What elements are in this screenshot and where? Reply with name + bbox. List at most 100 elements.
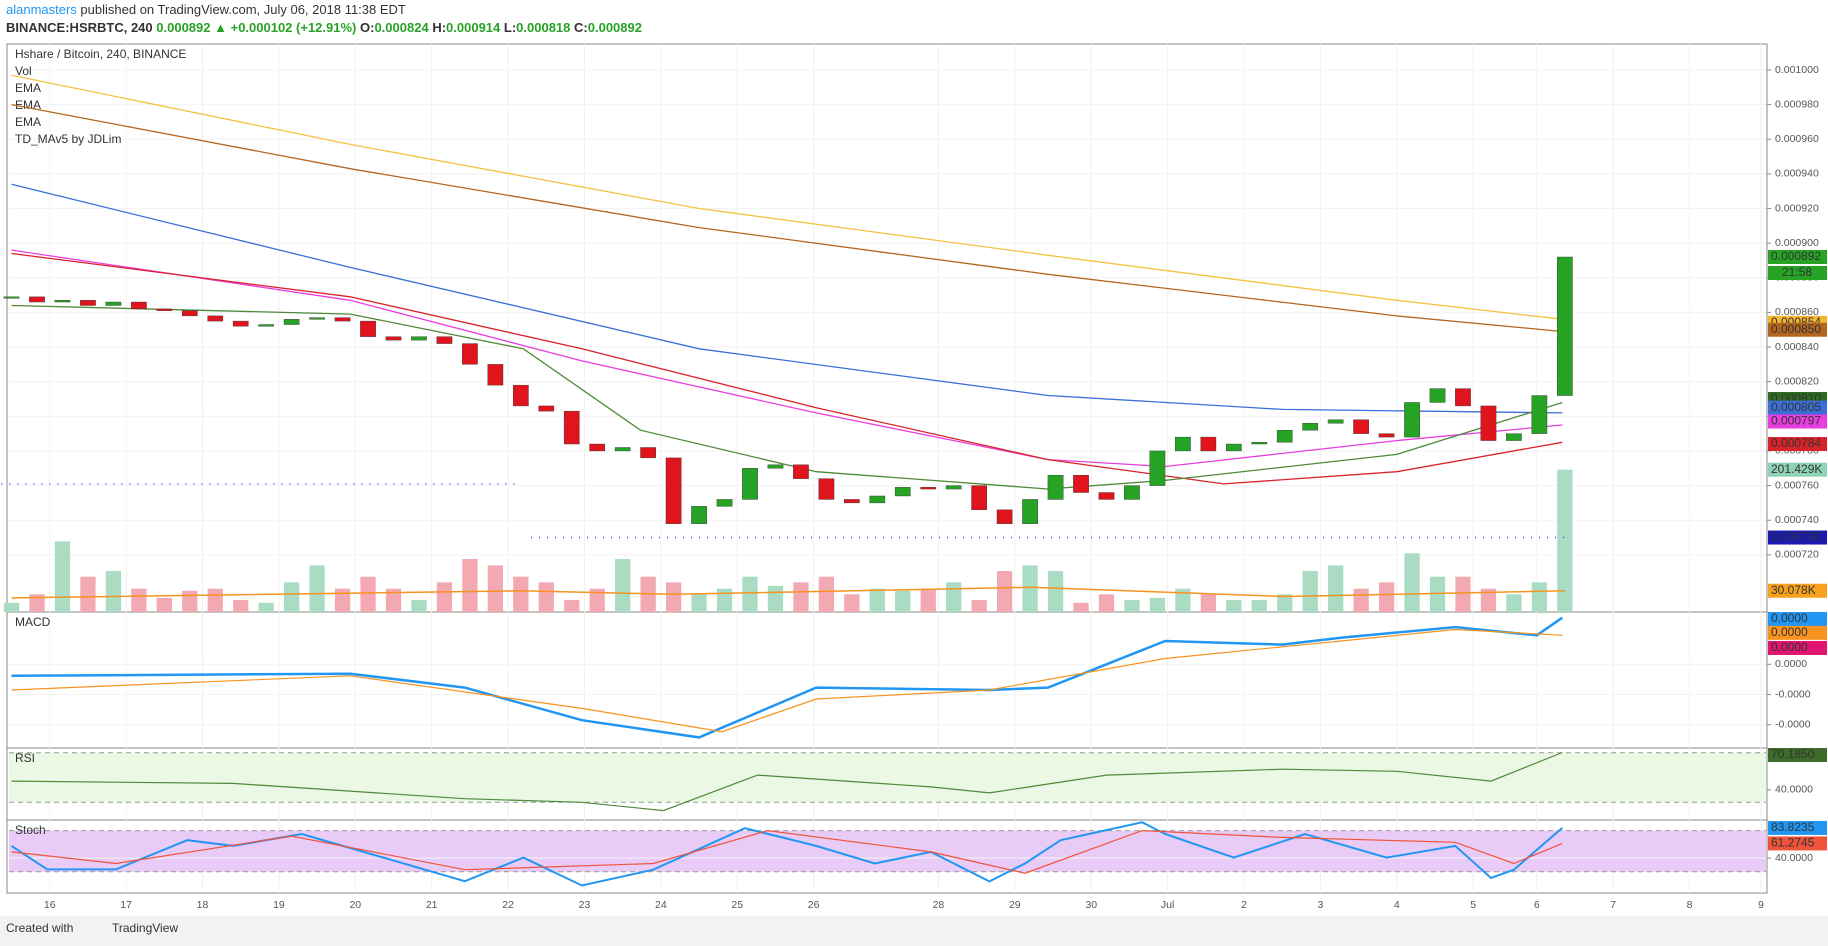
candle xyxy=(920,487,937,490)
price-label: 61.2745 xyxy=(1771,836,1815,850)
volume-bar xyxy=(1557,469,1573,612)
price-label-box xyxy=(1768,836,1827,851)
pane-title: MACD xyxy=(15,615,51,629)
price-label-box xyxy=(1768,820,1827,835)
x-tick-label: 5 xyxy=(1470,899,1476,911)
candle xyxy=(996,509,1013,524)
y-tick-label: 0.0000 xyxy=(1775,658,1807,670)
volume-bar xyxy=(105,571,122,612)
price-label: 0.000850 xyxy=(1771,322,1821,336)
x-tick-label: 22 xyxy=(502,899,514,911)
y-tick-label: 0.000940 xyxy=(1775,168,1819,180)
x-tick-label: 16 xyxy=(44,899,56,911)
candle xyxy=(181,310,198,317)
price-label: 70.1850 xyxy=(1771,747,1815,761)
y-tick-label: 0.000920 xyxy=(1775,202,1819,214)
volume-bar xyxy=(1200,594,1216,612)
volume-label: 201.429K xyxy=(1771,462,1822,476)
countdown-box xyxy=(1768,266,1827,280)
volume-bar xyxy=(385,588,402,612)
price-label-box xyxy=(1768,640,1827,655)
candle xyxy=(945,485,962,490)
volume-bar xyxy=(767,585,784,612)
price-label-box xyxy=(1768,250,1827,264)
candle xyxy=(844,499,860,504)
volume-bar xyxy=(742,576,758,612)
candle xyxy=(971,485,988,511)
ema-line xyxy=(11,103,1563,333)
legend-entry: TD_MAv5 by JDLim xyxy=(15,132,121,146)
volume-bar xyxy=(284,582,300,612)
volume-bar xyxy=(946,582,962,612)
candle xyxy=(767,464,784,469)
x-tick-label: 29 xyxy=(1009,899,1021,911)
x-tick-label: 21 xyxy=(426,899,438,911)
candle xyxy=(105,301,122,306)
volume-bar xyxy=(487,565,503,612)
y-tick-label: 0.000820 xyxy=(1775,375,1819,387)
volume-bar xyxy=(1277,594,1293,612)
price-label-box xyxy=(1768,400,1827,415)
volume-bar xyxy=(971,599,987,612)
candle xyxy=(1302,423,1319,431)
volume-bar xyxy=(1251,599,1267,612)
candle xyxy=(563,410,580,445)
low: 0.000818 xyxy=(516,20,570,35)
y-tick-label: 0.000760 xyxy=(1775,479,1819,491)
candle xyxy=(1124,485,1140,500)
candle xyxy=(589,443,606,452)
volume-bar xyxy=(513,576,529,612)
volume-label-box xyxy=(1768,462,1827,477)
x-tick-label: Jul xyxy=(1161,899,1174,911)
x-tick-label: 23 xyxy=(579,899,591,911)
y-tick-label: 0.000860 xyxy=(1775,306,1819,318)
volume-bar xyxy=(1378,582,1395,612)
y-tick-label: 40.0000 xyxy=(1775,852,1813,864)
volume-bar xyxy=(869,588,885,612)
volume-bar xyxy=(793,582,809,612)
candle xyxy=(54,300,71,303)
volume-label-box xyxy=(1768,583,1827,598)
open: 0.000824 xyxy=(374,20,429,35)
y-tick-label: 0.000980 xyxy=(1775,98,1819,110)
x-tick-label: 25 xyxy=(731,899,743,911)
volume-bar xyxy=(233,599,249,612)
volume-bar xyxy=(1404,553,1420,612)
high: 0.000914 xyxy=(446,20,501,35)
candle xyxy=(1149,450,1166,486)
published: published on TradingView.com, July 06, 2… xyxy=(77,2,406,17)
brand[interactable]: TradingView xyxy=(112,921,178,935)
volume-bar xyxy=(844,594,860,612)
volume-label: 30.078K xyxy=(1771,583,1816,597)
ema-line xyxy=(11,252,1563,485)
x-tick-label: 3 xyxy=(1317,899,1323,911)
volume-bar xyxy=(462,559,478,612)
x-tick-label: 24 xyxy=(655,899,667,911)
candle xyxy=(487,364,504,386)
ema-line xyxy=(11,304,1563,490)
candle xyxy=(156,308,173,311)
candle xyxy=(538,405,555,412)
author[interactable]: alanmasters xyxy=(6,2,77,17)
candle xyxy=(1251,442,1268,445)
candle xyxy=(334,317,351,322)
volume-bar xyxy=(1429,576,1446,612)
price-label-box xyxy=(1768,530,1827,545)
candle xyxy=(691,506,707,524)
candle xyxy=(716,499,733,507)
volume-bar xyxy=(1455,576,1471,612)
candle xyxy=(1404,402,1420,438)
volume-bar xyxy=(258,602,274,612)
x-tick-label: 26 xyxy=(808,899,820,911)
volume-bar xyxy=(1098,594,1115,612)
pane-title: Hshare / Bitcoin, 240, BINANCE xyxy=(15,47,186,61)
x-tick-label: 20 xyxy=(349,899,361,911)
countdown: 21:58 xyxy=(1782,265,1812,279)
price-label-box xyxy=(1768,748,1827,762)
volume-bar xyxy=(54,541,71,612)
volume-bar xyxy=(1047,571,1064,612)
candle xyxy=(385,336,402,341)
candle xyxy=(1200,436,1217,452)
volume-bar xyxy=(1022,565,1038,612)
